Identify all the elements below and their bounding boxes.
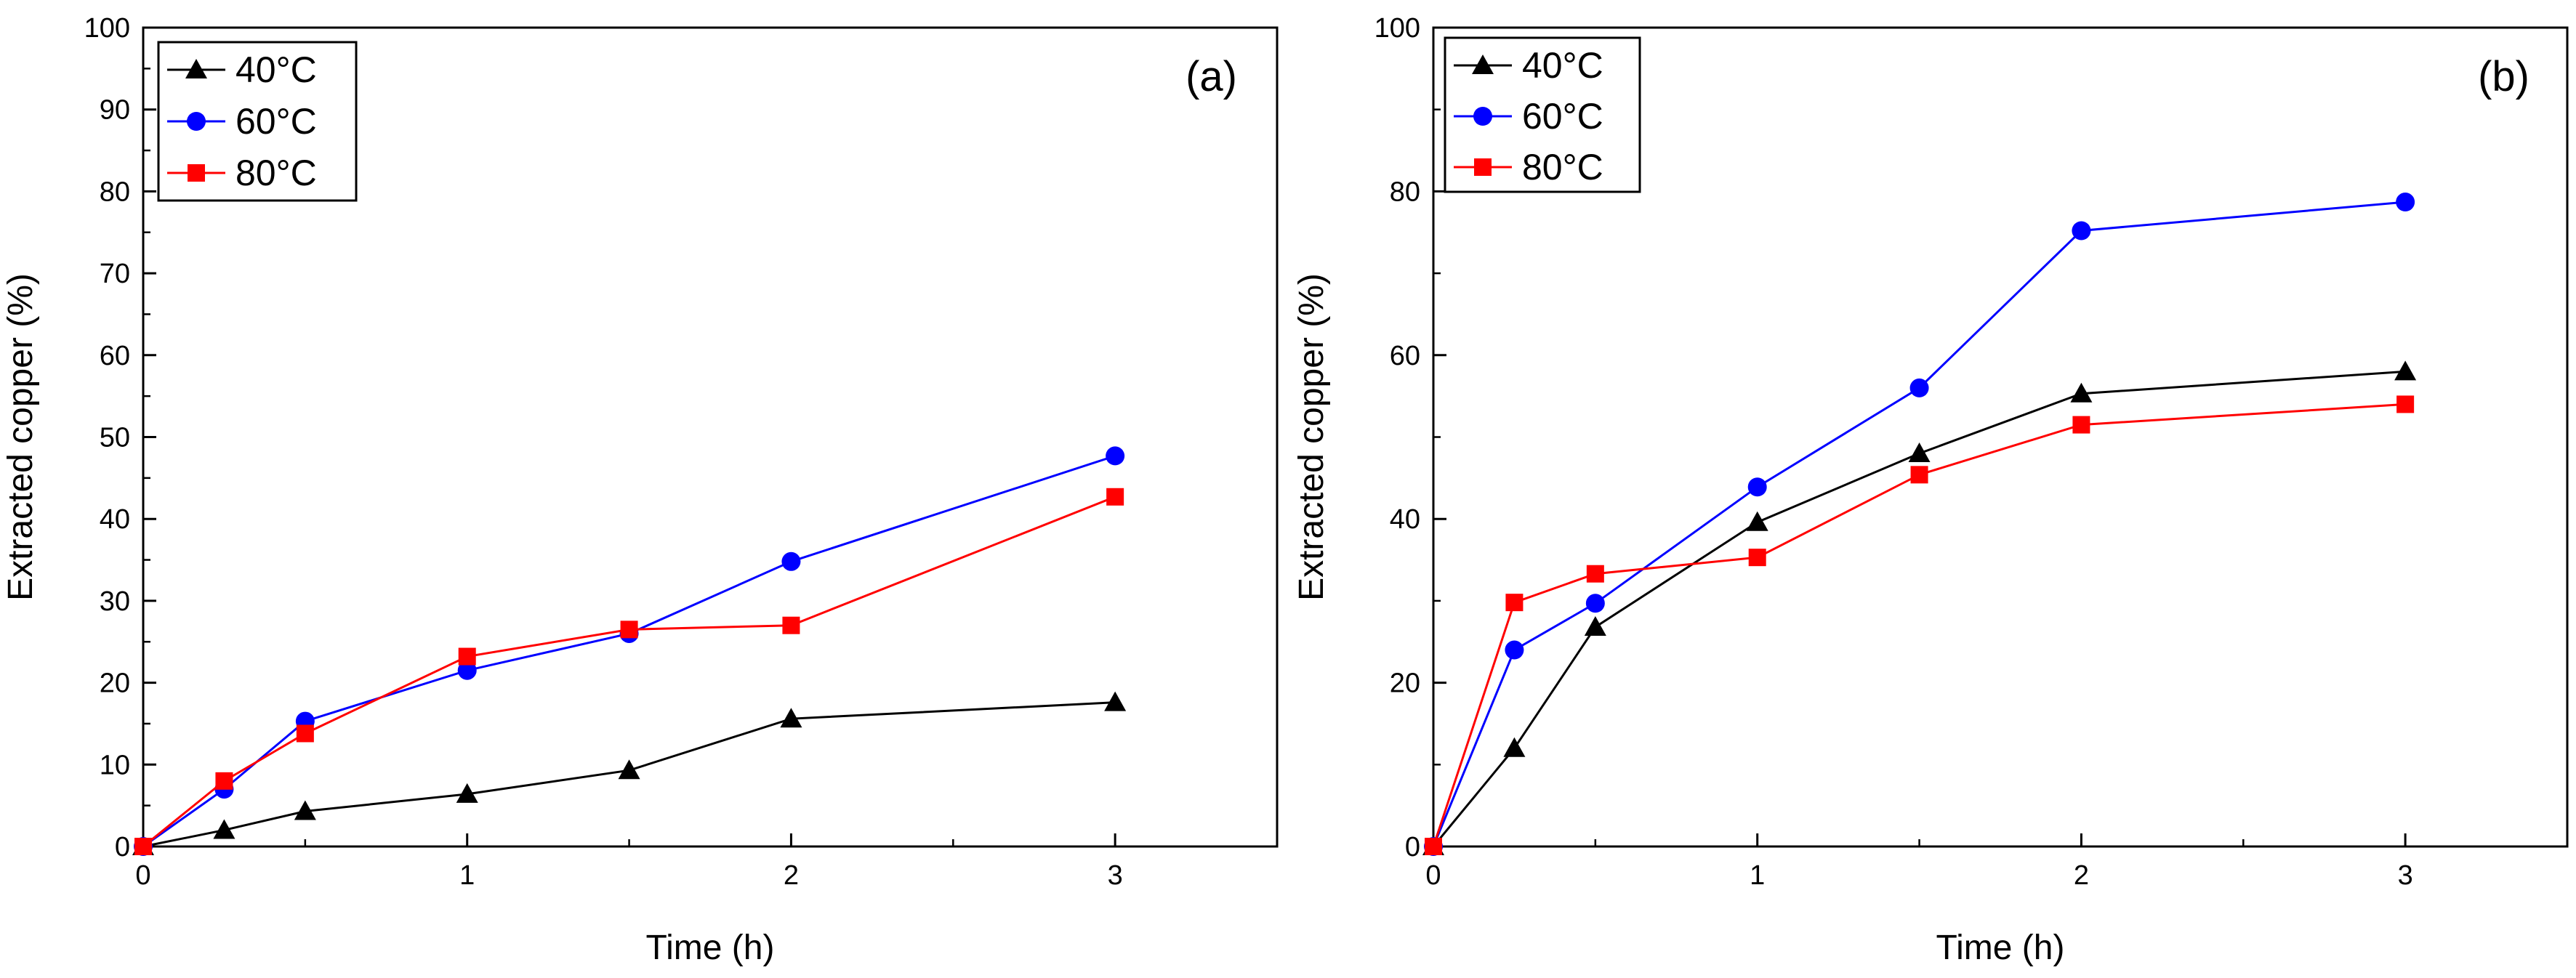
data-point — [781, 551, 801, 571]
y-tick-label: 40 — [1390, 504, 1420, 535]
y-tick-label: 20 — [100, 668, 130, 699]
x-axis-title: Time (h) — [646, 929, 775, 967]
data-point — [2072, 221, 2091, 241]
y-tick-label: 30 — [100, 586, 130, 617]
x-tick-label: 3 — [1108, 860, 1123, 891]
data-point — [2394, 360, 2417, 381]
data-point — [134, 838, 152, 855]
series-line — [142, 496, 1116, 848]
x-axis-title: Time (h) — [1936, 929, 2065, 967]
y-axis-title: Extracted copper (%) — [1292, 273, 1331, 601]
y-tick-label: 20 — [1390, 668, 1420, 699]
data-point — [1425, 838, 1442, 855]
data-point — [1909, 378, 1929, 397]
series-line — [142, 454, 1116, 848]
x-tick-label: 2 — [2074, 860, 2089, 891]
legend-marker — [187, 112, 206, 131]
data-point — [1748, 549, 1766, 567]
data-point — [1106, 446, 1125, 466]
legend-label: 80°C — [1522, 147, 1603, 187]
legend-marker — [1472, 54, 1494, 74]
data-point — [457, 660, 477, 680]
legend-marker — [185, 59, 207, 78]
data-point — [215, 772, 233, 790]
chart-panel-a: 0 10 20 30 40 50 60 70 80 90 100 0 1 2 3 Time (h) Extrac… — [1, 13, 1279, 967]
legend-label: 40°C — [1522, 45, 1603, 86]
legend-label: 60°C — [1522, 96, 1603, 137]
data-point — [2070, 382, 2093, 403]
x-tick-label: 3 — [2398, 860, 2413, 891]
data-point — [620, 621, 638, 639]
y-tick-label: 90 — [100, 95, 130, 126]
y-tick-label: 0 — [115, 832, 130, 862]
series-line — [1432, 201, 2406, 847]
y-tick-label: 0 — [1405, 832, 1420, 862]
legend-label: 80°C — [236, 153, 317, 193]
data-point — [458, 647, 476, 666]
y-tick-label: 60 — [100, 341, 130, 371]
data-point — [213, 819, 236, 839]
x-tick-label: 1 — [459, 860, 475, 891]
y-tick-label: 100 — [1374, 13, 1420, 44]
data-point — [1106, 488, 1124, 506]
data-point — [1746, 511, 1768, 531]
legend-label: 40°C — [236, 49, 317, 90]
data-point — [1584, 615, 1606, 636]
data-point — [296, 724, 314, 743]
y-tick-label: 70 — [100, 259, 130, 289]
chart-panel-b: 0 20 40 60 80 100 0 1 2 3 Time (h) Extracted copper… — [1292, 13, 2569, 967]
x-tick-label: 0 — [1425, 860, 1441, 891]
data-point — [1747, 477, 1767, 497]
data-point — [294, 800, 316, 820]
y-tick-label: 80 — [1390, 177, 1420, 207]
data-point — [456, 783, 478, 803]
data-point — [618, 759, 640, 780]
panel-label: (a) — [1186, 53, 1237, 100]
y-tick-label: 40 — [100, 504, 130, 535]
x-tick-label: 2 — [784, 860, 799, 891]
y-tick-label: 80 — [100, 177, 130, 207]
x-tick-label: 0 — [135, 860, 150, 891]
data-point — [2396, 395, 2415, 413]
legend-marker — [1474, 158, 1492, 176]
data-point — [1505, 594, 1524, 612]
data-point — [1908, 442, 1931, 463]
data-point — [1910, 466, 1928, 484]
x-tick-label: 1 — [1750, 860, 1765, 891]
data-point — [1104, 691, 1127, 711]
data-point — [780, 708, 802, 728]
data-point — [1503, 737, 1526, 757]
data-point — [1585, 594, 1605, 613]
panel-label: (b) — [2478, 53, 2529, 100]
legend-label: 60°C — [236, 101, 317, 142]
legend-marker — [188, 164, 205, 182]
data-point — [1505, 640, 1524, 660]
y-tick-label: 50 — [100, 423, 130, 453]
data-point — [782, 616, 800, 634]
y-tick-label: 10 — [100, 750, 130, 780]
y-tick-label: 60 — [1390, 341, 1420, 371]
data-point — [1586, 565, 1604, 583]
data-point — [2072, 416, 2090, 434]
data-point — [2396, 193, 2415, 212]
y-axis-title: Extracted copper (%) — [1, 273, 40, 601]
legend-marker — [1473, 107, 1492, 126]
y-tick-label: 100 — [84, 13, 130, 44]
